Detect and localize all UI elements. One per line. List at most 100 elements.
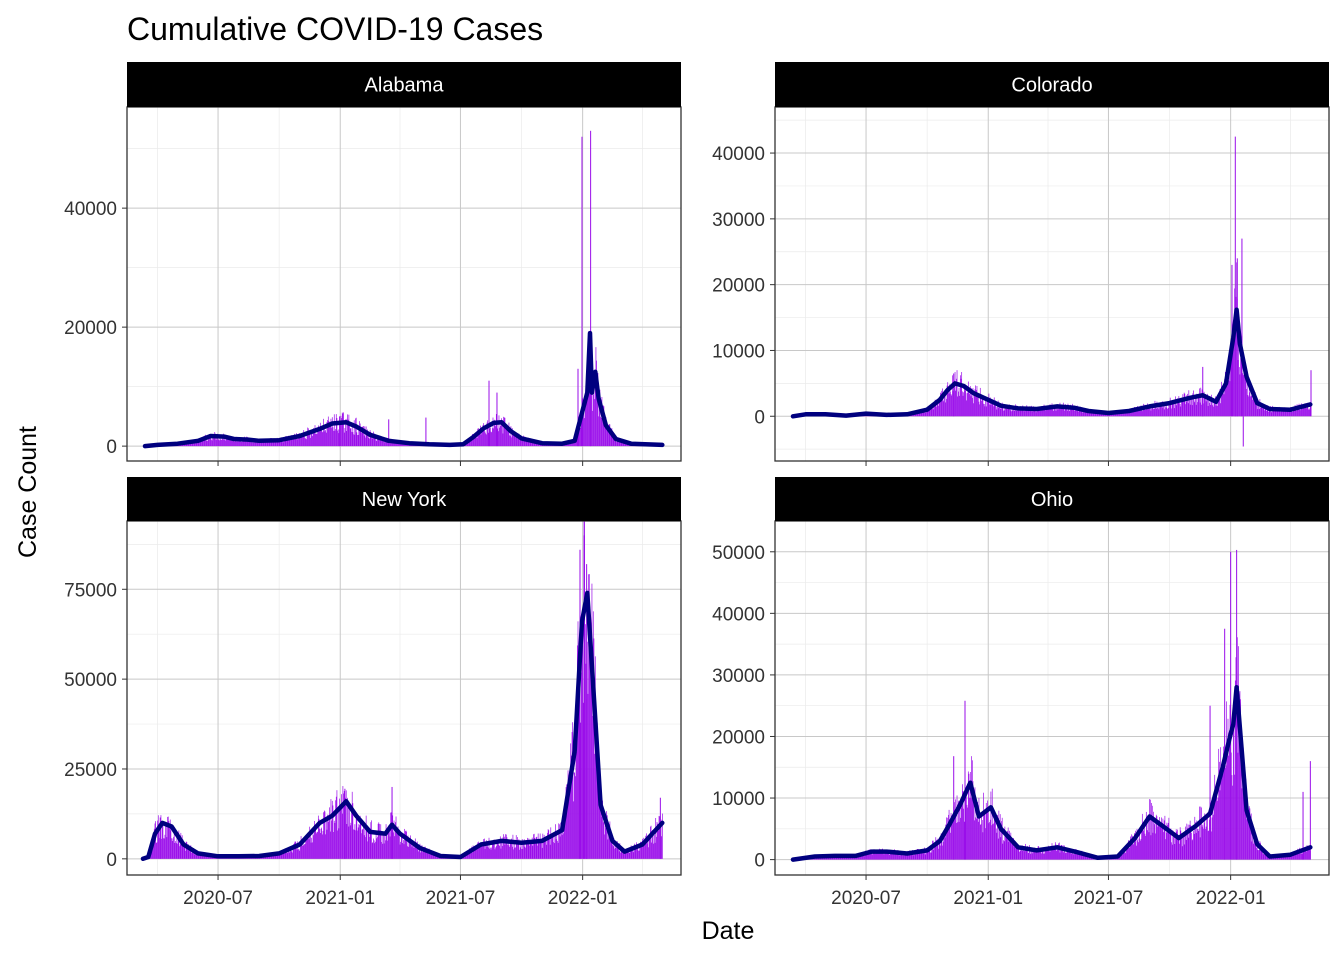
daily-bar — [302, 842, 304, 859]
daily-bar — [623, 441, 625, 447]
daily-bar — [195, 442, 196, 447]
daily-bar — [578, 420, 580, 447]
daily-bar — [1243, 787, 1245, 860]
daily-bar — [1151, 405, 1153, 417]
daily-bar — [232, 437, 234, 447]
daily-bar — [217, 433, 218, 447]
daily-bar — [1123, 852, 1125, 860]
daily-bar — [1298, 853, 1299, 860]
daily-bar — [1150, 410, 1152, 417]
daily-bar — [316, 832, 318, 859]
daily-bar — [859, 856, 860, 860]
daily-bar — [416, 846, 417, 859]
daily-bar — [404, 831, 406, 859]
daily-bar — [226, 437, 228, 447]
daily-bar — [182, 839, 184, 859]
daily-bar — [288, 435, 289, 447]
daily-bar — [519, 847, 521, 859]
daily-bar — [322, 830, 324, 859]
daily-bar — [998, 810, 1000, 860]
daily-bar — [318, 818, 320, 859]
daily-bar — [189, 850, 191, 859]
daily-bar — [383, 437, 384, 447]
daily-bar — [1019, 852, 1020, 860]
daily-bar — [942, 399, 944, 417]
daily-bar — [495, 426, 496, 447]
daily-bar — [1148, 832, 1150, 860]
daily-bar — [240, 441, 242, 447]
daily-bar — [920, 411, 921, 417]
daily-bar — [1254, 398, 1255, 417]
daily-bar — [1298, 403, 1300, 417]
daily-bar — [1232, 325, 1233, 417]
daily-bar — [193, 848, 194, 859]
daily-bar — [983, 792, 984, 860]
daily-bar — [1143, 403, 1144, 417]
daily-bar — [985, 828, 986, 860]
daily-bar — [940, 393, 942, 417]
daily-bar — [1228, 755, 1230, 860]
daily-bar — [534, 837, 536, 859]
daily-bar — [281, 850, 283, 859]
daily-bar — [1001, 402, 1003, 417]
daily-bar — [1151, 805, 1153, 860]
daily-bar — [1183, 392, 1185, 417]
daily-bar — [934, 843, 936, 860]
daily-bar — [182, 444, 184, 447]
daily-bar — [372, 434, 374, 447]
daily-bar — [486, 434, 487, 447]
daily-bar — [1268, 407, 1270, 417]
daily-bar — [424, 846, 426, 859]
daily-bar — [1262, 407, 1264, 417]
daily-bar — [242, 441, 243, 447]
daily-bar — [966, 393, 968, 417]
daily-bar — [606, 428, 608, 447]
daily-bar — [338, 828, 340, 859]
daily-bar — [972, 388, 974, 417]
daily-bar — [1173, 408, 1175, 417]
daily-bar — [466, 854, 467, 859]
y-tick-label: 20000 — [712, 276, 765, 297]
daily-bar — [870, 853, 872, 860]
daily-bar — [590, 669, 592, 859]
spike-bar — [1302, 791, 1304, 860]
daily-bar — [1173, 401, 1174, 417]
daily-bar — [152, 842, 154, 859]
daily-bar — [880, 851, 882, 860]
daily-bar — [1215, 788, 1217, 860]
daily-bar — [1062, 848, 1063, 860]
daily-bar — [1065, 408, 1067, 417]
daily-bar — [298, 849, 299, 859]
daily-bar — [556, 833, 558, 859]
daily-bar — [375, 833, 377, 859]
daily-bar — [1226, 701, 1228, 860]
daily-bar — [261, 440, 263, 447]
daily-bar — [866, 855, 868, 860]
daily-bar — [948, 814, 949, 860]
daily-bar — [1272, 407, 1274, 417]
daily-bar — [1203, 822, 1205, 860]
daily-bar — [983, 403, 984, 417]
daily-bar — [1027, 852, 1029, 860]
daily-bar — [402, 840, 404, 859]
daily-bar — [1229, 381, 1231, 417]
daily-bar — [938, 405, 939, 417]
daily-bar — [209, 434, 210, 447]
daily-bar — [1050, 405, 1052, 417]
daily-bar — [588, 574, 590, 859]
daily-bar — [904, 852, 906, 860]
daily-bar — [958, 387, 960, 417]
daily-bar — [312, 833, 314, 859]
daily-bar — [1167, 408, 1169, 417]
daily-bar — [1253, 827, 1255, 860]
daily-bar — [965, 400, 967, 417]
daily-bar — [1039, 848, 1040, 860]
daily-bar — [237, 441, 239, 447]
daily-bar — [495, 847, 496, 859]
daily-bar — [1252, 833, 1253, 860]
daily-bar — [845, 857, 846, 860]
daily-bar — [1094, 412, 1096, 417]
daily-bar — [1282, 408, 1283, 417]
daily-bar — [1166, 407, 1168, 417]
daily-bar — [1258, 849, 1260, 860]
